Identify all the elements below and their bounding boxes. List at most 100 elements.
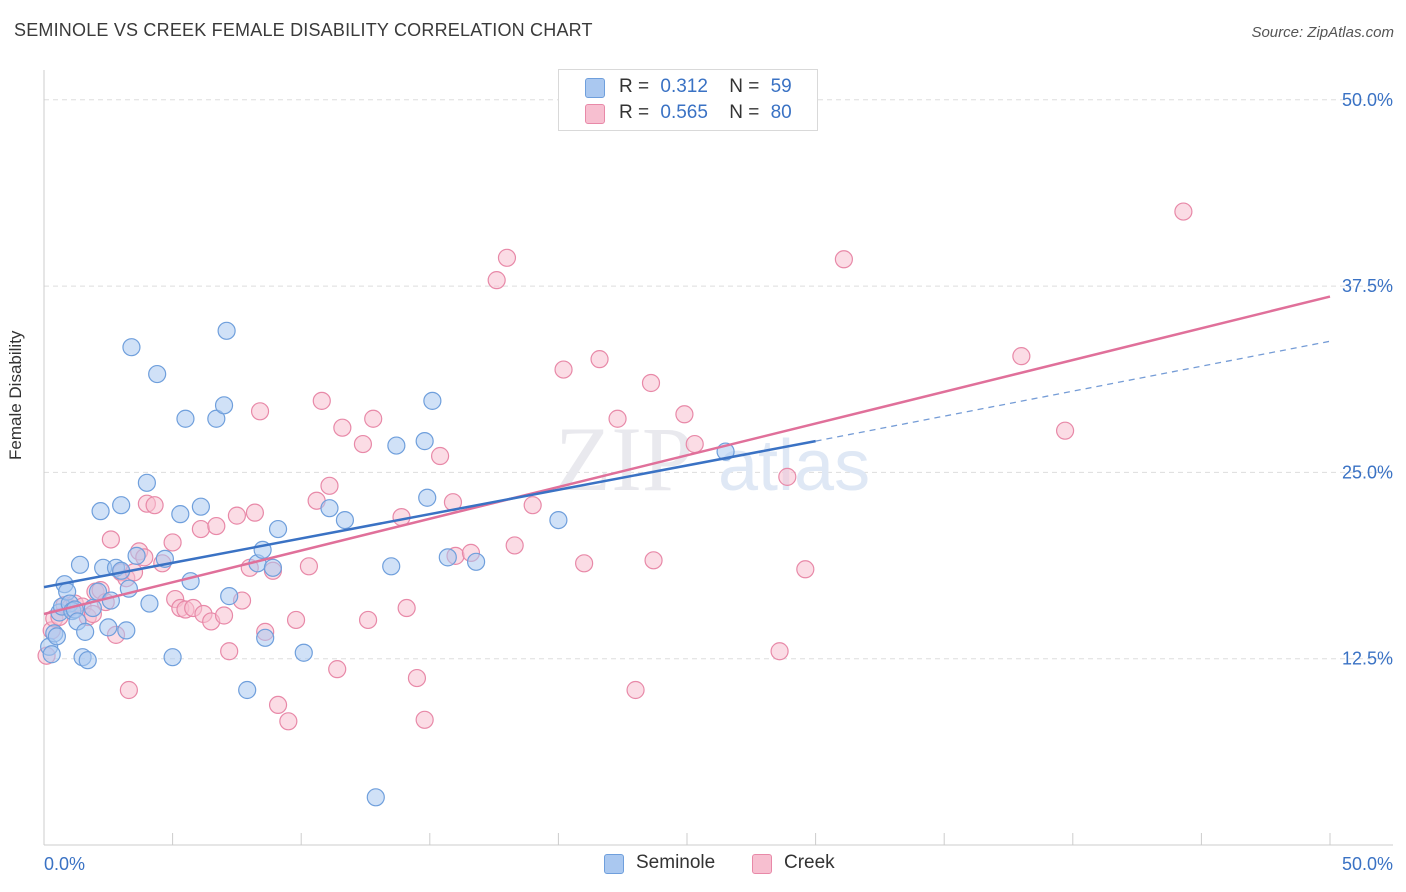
creek-point [487,271,506,290]
seminole-point [101,591,120,610]
creek-point [505,536,524,555]
seminole-point [140,594,159,613]
creek-point [407,668,427,688]
creek-point [279,712,298,731]
axes [43,70,1393,846]
seminole-point [99,618,118,637]
seminole-point [112,496,131,515]
bottom-legend-swatch-seminole [604,854,624,874]
seminole-point [220,587,239,606]
creek-point [245,503,265,522]
creek-point [145,496,164,515]
seminole-point [78,651,97,670]
seminole-point [148,364,167,384]
y-tick-labels: 12.5% 25.0% 37.5% 50.0% [1342,90,1393,669]
creek-point [353,434,373,454]
creek-point [333,418,352,437]
seminole-point [163,648,182,667]
x-tick-label-max: 50.0% [1342,854,1393,874]
creek-point [1174,202,1193,221]
creek-point [320,476,339,495]
creek-point [685,434,704,454]
seminole-point [466,552,486,571]
y-tick-label: 25.0% [1342,462,1393,482]
seminole-point [214,396,234,415]
creek-point [626,680,645,700]
legend-r-label: R = [619,76,650,97]
seminole-point [91,502,110,521]
trend-lines [43,295,1331,616]
seminole-point [549,510,568,530]
seminole-point [268,519,288,539]
legend-n-value: 80 [770,102,792,123]
seminole-points [40,321,735,807]
creek-point [227,506,246,525]
legend-swatch-creek [585,104,605,124]
seminole-point [238,680,257,700]
creek-point [299,557,319,576]
seminole-point [137,473,156,492]
seminole-point [176,409,195,428]
seminole-trend-line [43,439,816,589]
seminole-point [207,409,226,428]
creek-point [644,551,663,570]
creek-point [430,446,450,466]
seminole-point [418,488,437,507]
seminole-point [127,546,146,565]
y-tick-label: 12.5% [1342,649,1393,669]
seminole-point [387,436,406,455]
creek-point [554,360,573,379]
watermark-atlas: atlas [718,426,870,506]
creek-point [119,680,138,700]
seminole-point [76,622,95,641]
creek-point [286,610,306,630]
x-tick-label-min: 0.0% [44,854,85,874]
creek-point [163,533,182,552]
creek-point [214,606,234,625]
creek-point [1012,347,1031,366]
legend-n-value: 59 [770,76,792,97]
seminole-point [438,548,457,567]
creek-point [191,519,210,539]
creek-point [250,402,270,421]
seminole-point [47,627,66,646]
legend-n-label: N = [729,76,760,97]
seminole-point [256,628,275,647]
creek-point [770,642,789,661]
creek-point [312,391,331,410]
legend-r-label: R = [619,102,650,123]
creek-points [37,202,1193,731]
seminole-point [423,391,442,410]
creek-point [497,248,517,267]
bottom-legend-label-creek: Creek [784,852,835,873]
chart-title: SEMINOLE VS CREEK FEMALE DISABILITY CORR… [14,20,593,40]
creek-point [523,496,542,515]
seminole-point [382,557,401,576]
creek-point [778,467,797,486]
legend-swatch-seminole [585,78,605,98]
y-tick-label: 50.0% [1342,90,1393,110]
creek-point [101,530,120,549]
creek-point [608,409,627,428]
creek-point [207,516,226,536]
y-tick-label: 37.5% [1342,276,1393,296]
seminole-point [217,321,236,340]
creek-point [1055,421,1075,440]
creek-point [268,695,288,715]
legend-n-label: N = [729,102,760,123]
creek-trend-line [43,295,1331,616]
seminole-point [415,432,434,451]
creek-point [641,373,661,393]
seminole-point [122,338,141,357]
seminole-point [263,558,283,577]
creek-point [590,350,609,369]
creek-point [397,598,416,618]
seminole-point [70,555,90,574]
creek-point [575,554,594,573]
bottom-legend-swatch-creek [752,854,772,874]
seminole-point [366,788,385,807]
creek-point [358,610,378,630]
legend-r-value: 0.312 [660,76,708,97]
creek-point [415,710,434,729]
